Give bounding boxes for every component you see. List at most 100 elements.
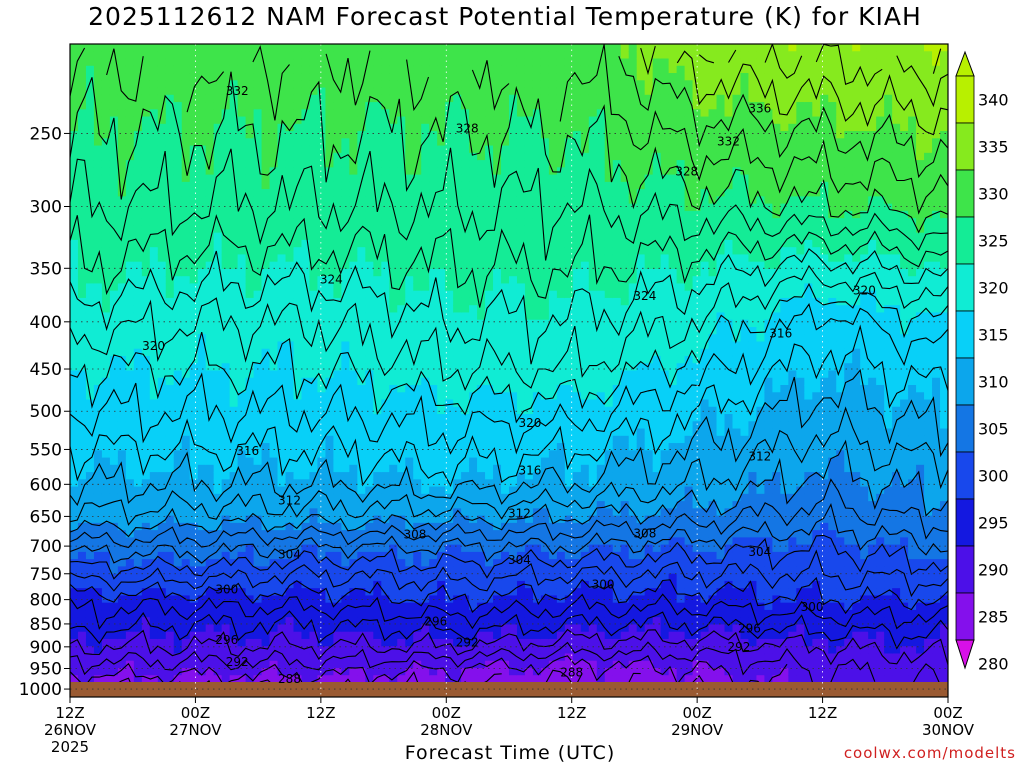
contour-312 [70,406,948,526]
theta-fill-bands [70,44,948,697]
y-tick-label: 600 [30,475,62,495]
y-tick-label: 800 [30,591,62,611]
x-tick-label: 00Z [181,704,210,722]
contour-320 [70,282,948,424]
x-axis-label: Forecast Time (UTC) [404,742,616,764]
x-tick-label: 28NOV [420,721,473,739]
contour-label: 292 [226,655,249,669]
x-tick-label: 27NOV [169,721,222,739]
contour-label: 328 [675,165,698,179]
colorbar-label: 330 [978,185,1009,204]
contour-label: 332 [226,84,249,98]
contour-324 [70,248,948,365]
colorbar-swatch [955,310,975,359]
colorbar: 340 335 330 325 320 315 310 305 300 295 290 285 280 [955,50,1009,674]
contour-338 [698,44,948,108]
y-tick-label: 950 [30,660,62,680]
x-tick-label: 00Z [682,704,711,722]
contour-334 [618,56,948,179]
contour-label: 304 [748,545,771,559]
contour-304 [70,534,948,580]
y-tick-label: 550 [30,440,62,460]
colorbar-bottom-arrow [955,639,975,670]
contour-300 [70,576,948,615]
x-tick-label: 26NOV [44,721,97,739]
contour-label: 296 [215,633,238,647]
contour-label: 336 [748,102,771,116]
colorbar-label: 305 [978,420,1009,439]
y-tick-label: 650 [30,507,62,527]
contour-326 [70,214,948,308]
colorbar-label: 300 [978,467,1009,486]
y-tick-label: 250 [30,124,62,144]
colorbar-swatch [955,357,975,406]
pressure-axis: 250 300 350 400 450 500 550 600 650 700 750 800 850 9… [19,124,70,700]
contour-label: 308 [403,527,426,541]
contour-label: 300 [801,600,824,614]
contour-label: 296 [738,622,761,636]
y-tick-label: 700 [30,537,62,557]
contour-310 [70,439,948,538]
colorbar-label: 285 [978,608,1009,627]
contour-label: 300 [215,582,238,596]
y-tick-label: 900 [30,638,62,658]
contour-labels: 332 328 336 332 328 324 324 320 320 316 320 316 316 3… [142,84,876,686]
colorbar-label: 310 [978,373,1009,392]
colorbar-swatch [955,451,975,500]
x-tick-label: 12Z [55,704,84,722]
contour-308 [70,478,948,549]
contour-302 [70,549,948,598]
contour-label: 304 [278,548,301,562]
contour-label: 288 [278,672,301,686]
contour-label: 308 [633,526,656,540]
colorbar-label: 315 [978,326,1009,345]
contour-label: 292 [456,635,479,649]
contour-label: 324 [320,273,343,287]
contour-332 [70,44,948,215]
credit-text: coolwx.com/modelts [843,744,1016,762]
contour-label: 288 [560,666,583,680]
x-tick-label: 00Z [933,704,962,722]
contour-318 [70,303,948,455]
contour-336 [640,45,948,136]
chart-title: 2025112612 NAM Forecast Potential Temper… [88,2,922,31]
x-tick-label: 12Z [557,704,586,722]
colorbar-label: 320 [978,279,1009,298]
y-tick-label: 450 [30,360,62,380]
x-tick-label: 12Z [808,704,837,722]
colorbar-label: 290 [978,561,1009,580]
colorbar-swatch [955,169,975,218]
colorbar-label: 335 [978,138,1009,157]
y-tick-label: 300 [30,198,62,218]
contour-label: 320 [518,416,541,430]
y-tick-label: 750 [30,565,62,585]
y-tick-label: 850 [30,615,62,635]
contour-298 [70,593,948,630]
contour-label: 300 [592,577,615,591]
colorbar-swatch [955,216,975,265]
x-tick-label: 2025 [51,738,89,756]
contour-330 [70,71,948,234]
contour-label: 312 [508,506,531,520]
y-tick-label: 500 [30,402,62,422]
y-tick-label: 400 [30,313,62,333]
colorbar-top-arrow [955,50,975,77]
colorbar-label: 280 [978,655,1009,674]
contour-label: 312 [748,450,771,464]
colorbar-label: 295 [978,514,1009,533]
contour-322 [70,264,948,392]
contour-label: 292 [727,640,750,654]
plot-frame [69,43,949,698]
contour-label: 312 [278,494,301,508]
colorbar-label: 340 [978,91,1009,110]
y-tick-label: 1000 [19,680,62,700]
x-tick-label: 30NOV [922,721,975,739]
colorbar-swatch [955,498,975,547]
contour-314 [70,368,948,507]
theta-contour-lines [70,44,948,697]
contour-label: 316 [236,444,259,458]
contour-label: 316 [769,327,792,341]
contour-label: 324 [633,289,656,303]
